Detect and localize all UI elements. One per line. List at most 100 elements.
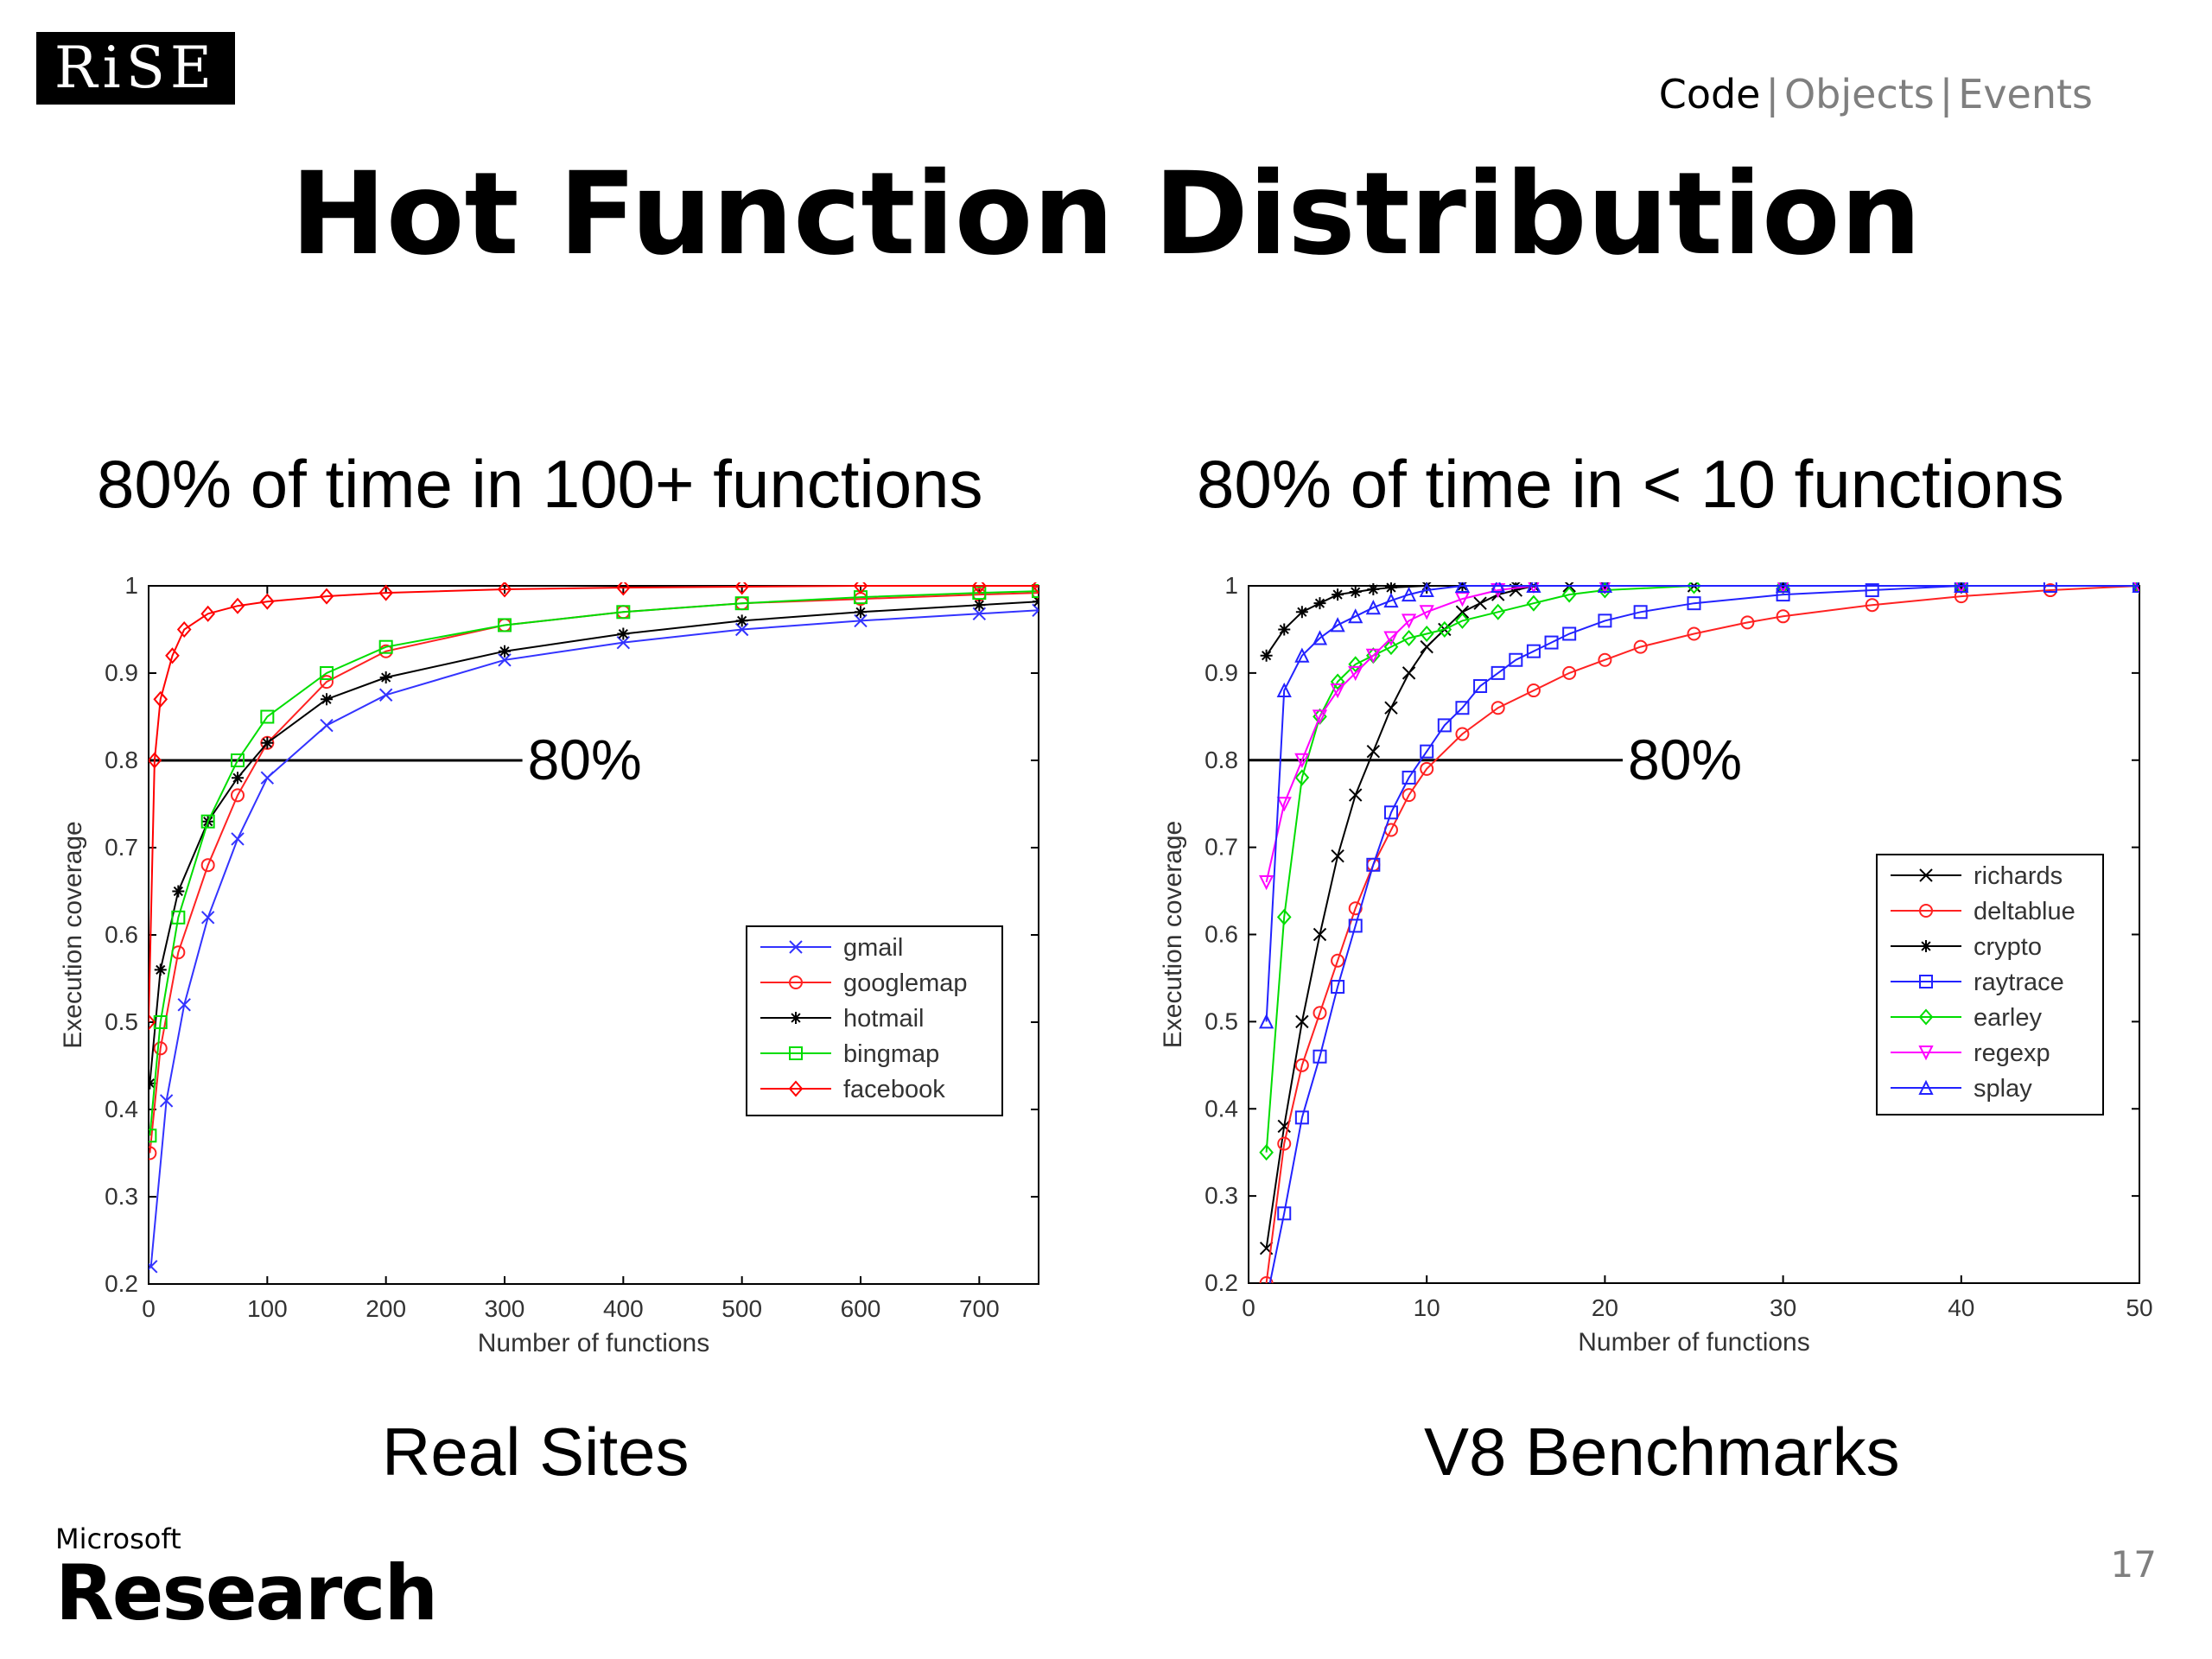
data-point-richards <box>1331 849 1344 863</box>
left-panel-caption: Real Sites <box>382 1414 690 1490</box>
data-point-bingmap <box>498 618 512 632</box>
data-point-facebook <box>200 605 215 622</box>
data-point-raytrace <box>1366 857 1381 872</box>
annotation-label: 80% <box>528 728 642 791</box>
series-line-facebook <box>149 585 1039 1023</box>
x-axis-label: Number of functions <box>1578 1328 1809 1357</box>
data-point-googlemap <box>149 1146 157 1160</box>
legend-marker-richards <box>1919 868 1933 882</box>
data-point-earley <box>1259 1144 1274 1161</box>
data-point-deltablue <box>1687 626 1701 641</box>
legend-marker-splay <box>1918 1079 1934 1095</box>
data-point-richards <box>1402 666 1416 680</box>
data-point-regexp <box>1454 592 1471 607</box>
data-point-regexp <box>1383 631 1399 646</box>
data-point-facebook <box>165 647 180 664</box>
data-point-raytrace <box>1865 583 1879 598</box>
data-point-splay <box>1491 582 1506 593</box>
data-point-deltablue <box>1277 1136 1292 1151</box>
data-point-gmail <box>200 911 215 925</box>
data-point-regexp <box>1401 613 1417 629</box>
data-point-deltablue <box>1491 701 1505 715</box>
data-point-bingmap <box>171 910 186 925</box>
series-line-gmail <box>149 609 1039 1267</box>
data-point-facebook <box>230 597 245 614</box>
data-point-richards <box>1295 1014 1309 1029</box>
data-point-facebook <box>153 690 168 708</box>
data-point-raytrace <box>1348 918 1363 933</box>
data-point-deltablue <box>1455 727 1470 741</box>
legend-marker-crypto <box>1920 940 1932 952</box>
data-point-hotmail <box>855 606 867 619</box>
data-point-bingmap <box>616 605 631 620</box>
data-point-raytrace <box>1420 744 1434 759</box>
data-point-deltablue <box>1313 1006 1327 1020</box>
data-point-deltablue <box>1348 901 1363 916</box>
nav-item-code[interactable]: Code <box>1658 71 1761 118</box>
y-tick-label: 0.3 <box>105 1183 138 1210</box>
data-point-hotmail <box>149 1077 156 1090</box>
legend-label-crypto: crypto <box>1974 933 2042 961</box>
legend-label-earley: earley <box>1974 1004 2042 1032</box>
legend-label-richards: richards <box>1974 862 2063 890</box>
data-point-crypto <box>1260 649 1273 662</box>
data-point-deltablue <box>1865 598 1879 613</box>
data-point-gmail <box>260 771 275 785</box>
data-point-deltablue <box>1420 761 1434 776</box>
legend-label-bingmap: bingmap <box>843 1040 939 1068</box>
data-point-regexp <box>1259 874 1274 891</box>
data-point-splay <box>1294 647 1310 663</box>
data-point-splay <box>1401 586 1417 602</box>
data-point-earley <box>1561 586 1577 603</box>
data-point-regexp <box>1419 605 1434 620</box>
x-tick-label: 50 <box>2126 1294 2152 1321</box>
y-tick-label: 0.2 <box>105 1270 138 1297</box>
legend-label-regexp: regexp <box>1974 1039 2050 1067</box>
data-point-hotmail <box>321 693 333 706</box>
data-point-richards <box>1473 596 1487 610</box>
data-point-earley <box>1455 612 1470 629</box>
x-tick-label: 100 <box>247 1295 288 1322</box>
data-point-earley <box>1526 594 1541 612</box>
data-point-earley <box>1491 603 1506 620</box>
legend-marker-facebook <box>788 1080 804 1097</box>
data-point-facebook <box>176 620 192 639</box>
data-point-gmail <box>734 622 749 637</box>
data-point-deltablue <box>1331 953 1345 968</box>
x-tick-label: 500 <box>721 1295 762 1322</box>
series-hotmail <box>149 595 1039 1090</box>
y-tick-label: 0.5 <box>1205 1007 1238 1034</box>
data-point-splay <box>1597 582 1613 593</box>
data-point-googlemap <box>153 1041 168 1056</box>
data-point-bingmap <box>260 709 275 724</box>
data-point-raytrace <box>1455 701 1470 715</box>
data-point-raytrace <box>1294 1110 1309 1125</box>
data-point-deltablue <box>1259 1276 1274 1283</box>
series-line-deltablue <box>1265 585 2139 1283</box>
legend-box <box>1876 854 2104 1116</box>
data-point-regexp <box>1365 648 1381 664</box>
data-point-bingmap <box>972 586 987 601</box>
data-point-raytrace <box>1687 596 1701 611</box>
legend-marker-gmail <box>789 940 803 954</box>
data-point-splay <box>1383 592 1399 608</box>
y-axis-label: Execution coverage <box>59 821 87 1049</box>
data-point-crypto <box>1295 606 1308 619</box>
legend-label-raytrace: raytrace <box>1974 969 2064 996</box>
data-point-splay <box>1330 617 1345 632</box>
data-point-googlemap <box>200 858 215 873</box>
x-tick-label: 40 <box>1948 1294 1974 1321</box>
data-point-gmail <box>177 998 191 1012</box>
y-axis-label: Execution coverage <box>1159 821 1187 1049</box>
data-point-hotmail <box>154 963 167 976</box>
data-point-facebook <box>616 582 631 596</box>
legend-marker-deltablue <box>1919 904 1933 918</box>
nav-item-objects[interactable]: Objects <box>1783 71 1935 118</box>
nav-item-events[interactable]: Events <box>1958 71 2093 118</box>
x-tick-label: 300 <box>485 1295 525 1322</box>
legend-box <box>746 925 1003 1116</box>
data-point-earley <box>1402 630 1416 647</box>
x-tick-label: 0 <box>142 1295 156 1322</box>
x-tick-label: 10 <box>1414 1294 1440 1321</box>
data-point-earley <box>1276 908 1292 925</box>
